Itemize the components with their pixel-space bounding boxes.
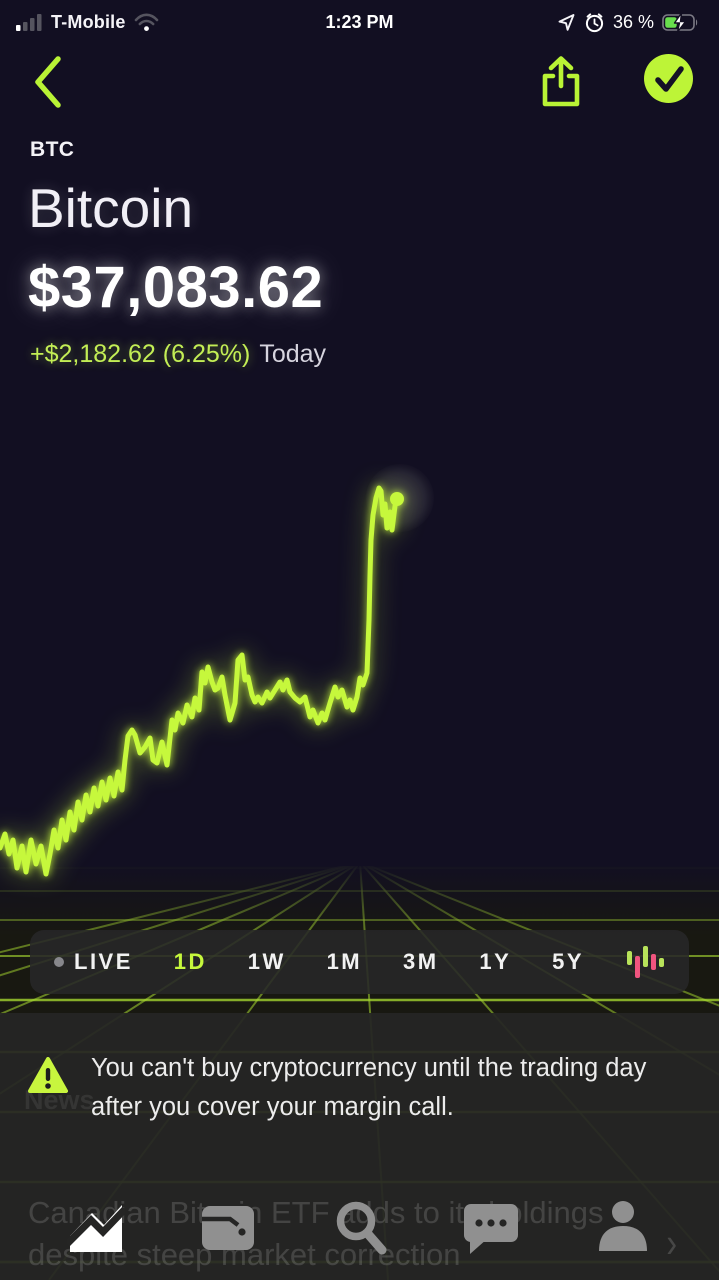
margin-warning-line1: You can't buy cryptocurrency until the t…: [91, 1054, 647, 1082]
tab-wallet[interactable]: [197, 1191, 259, 1263]
tab-profile[interactable]: [592, 1191, 654, 1263]
range-item-1w[interactable]: 1W: [247, 949, 286, 974]
back-button[interactable]: [30, 54, 70, 110]
asset-price: $37,083.62: [28, 255, 324, 320]
share-up-arrow-icon: [542, 56, 580, 107]
range-label-live: LIVE: [74, 949, 133, 974]
range-item-1m[interactable]: 1M: [326, 949, 363, 974]
status-bar: 1:23 PM T-Mobile 3: [0, 0, 719, 44]
range-selector: LIVE 1D 1W 1M 3M 1Y 5Y: [30, 930, 689, 994]
bottom-overlay-panel: News You can't buy cryptocurrency until …: [0, 1013, 719, 1280]
range-item-5y[interactable]: 5Y: [552, 949, 585, 974]
margin-warning-icon: [28, 1057, 68, 1100]
range-item-1d[interactable]: 1D: [173, 949, 207, 974]
warning-triangle-icon: [28, 1057, 68, 1093]
trend-chart-icon: [67, 1205, 125, 1252]
battery-charging-icon: [662, 11, 698, 33]
asset-name: Bitcoin: [28, 177, 194, 239]
range-item-1y[interactable]: 1Y: [479, 949, 512, 974]
news-chevron-right-icon: ›: [666, 1219, 677, 1267]
location-arrow-icon: [558, 13, 575, 31]
wallet-icon: [201, 1206, 254, 1250]
candlestick-toggle-button[interactable]: [625, 941, 665, 983]
grid-horizon-fade: [0, 862, 719, 936]
tab-search[interactable]: [329, 1191, 391, 1263]
tab-messages[interactable]: [460, 1191, 522, 1263]
wifi-icon: [134, 12, 158, 31]
price-chart[interactable]: [0, 0, 719, 1013]
price-change-row: +$2,182.62 (6.25%) Today: [30, 340, 326, 369]
price-change-value: +$2,182.62 (6.25%): [30, 340, 251, 368]
price-line: [0, 485, 400, 877]
chevron-left-icon: [35, 56, 61, 108]
battery-percent-label: 36 %: [612, 11, 654, 32]
search-icon: [336, 1201, 386, 1255]
profile-person-icon: [599, 1201, 647, 1251]
status-left: T-Mobile: [16, 12, 159, 33]
asset-symbol: BTC: [30, 138, 75, 161]
cellular-signal-icon: [16, 13, 42, 31]
price-change-period: Today: [259, 340, 327, 368]
share-button[interactable]: [537, 54, 585, 108]
candlestick-chart-icon: [626, 946, 664, 978]
range-item-3m[interactable]: 3M: [402, 949, 439, 974]
range-item-live[interactable]: LIVE: [54, 949, 133, 975]
margin-warning-line2: after you cover your margin call.: [91, 1093, 454, 1121]
tab-bar: [0, 1191, 719, 1271]
chat-bubble-icon: [464, 1204, 519, 1254]
checkmark-icon: [654, 65, 684, 92]
live-dot-icon: [54, 957, 64, 967]
confirm-button[interactable]: [644, 54, 693, 103]
status-right: 36 %: [557, 12, 703, 33]
margin-warning-text: You can't buy cryptocurrency until the t…: [91, 1049, 671, 1127]
price-line-end-dot: [390, 492, 404, 506]
tab-trends[interactable]: [65, 1191, 127, 1263]
toolbar: [0, 48, 719, 128]
carrier-label: T-Mobile: [51, 11, 126, 32]
alarm-clock-icon: [585, 12, 604, 32]
